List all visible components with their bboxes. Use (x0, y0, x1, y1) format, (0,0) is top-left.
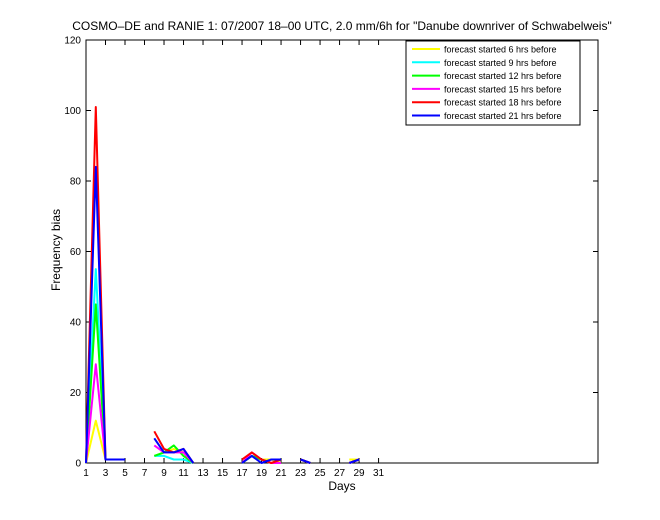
x-tick-label: 21 (275, 468, 287, 479)
y-tick-label: 120 (64, 36, 81, 47)
x-tick-label: 13 (197, 468, 209, 479)
legend-label: forecast started 9 hrs before (444, 58, 557, 68)
legend: forecast started 6 hrs before forecast st… (405, 40, 581, 126)
x-tick-label: 29 (354, 468, 366, 479)
series-line-6 (85, 165, 360, 464)
x-tick-label: 3 (103, 468, 109, 479)
y-tick-label: 40 (70, 318, 82, 329)
y-tick-label: 0 (75, 459, 81, 470)
x-axis-label: Days (328, 479, 355, 493)
legend-box (405, 40, 581, 126)
legend-label: forecast started 12 hrs before (444, 71, 562, 81)
legend-label: forecast started 21 hrs before (444, 111, 562, 121)
legend-label: forecast started 6 hrs before (444, 45, 557, 55)
x-tick-label: 25 (314, 468, 326, 479)
y-tick-label: 80 (70, 177, 82, 188)
chart-title: COSMO–DE and RANIE 1: 07/2007 18–00 UTC,… (72, 19, 611, 33)
x-tick-label: 15 (217, 468, 229, 479)
x-tick-label: 7 (142, 468, 148, 479)
x-tick-label: 27 (334, 468, 346, 479)
y-tick-label: 60 (70, 247, 82, 258)
x-tick-label: 23 (295, 468, 307, 479)
x-tick-label: 11 (178, 468, 189, 479)
y-axis-label: Frequency bias (49, 209, 63, 291)
x-tick-label: 17 (236, 468, 248, 479)
y-tick-label: 100 (64, 106, 81, 117)
legend-label: forecast started 18 hrs before (444, 98, 562, 108)
x-tick-label: 31 (373, 468, 385, 479)
x-tick-label: 1 (83, 468, 89, 479)
x-tick-label: 19 (256, 468, 268, 479)
y-tick-label: 20 (70, 388, 82, 399)
legend-label: forecast started 15 hrs before (444, 84, 562, 94)
x-tick-label: 5 (122, 468, 128, 479)
x-tick-label: 9 (161, 468, 167, 479)
